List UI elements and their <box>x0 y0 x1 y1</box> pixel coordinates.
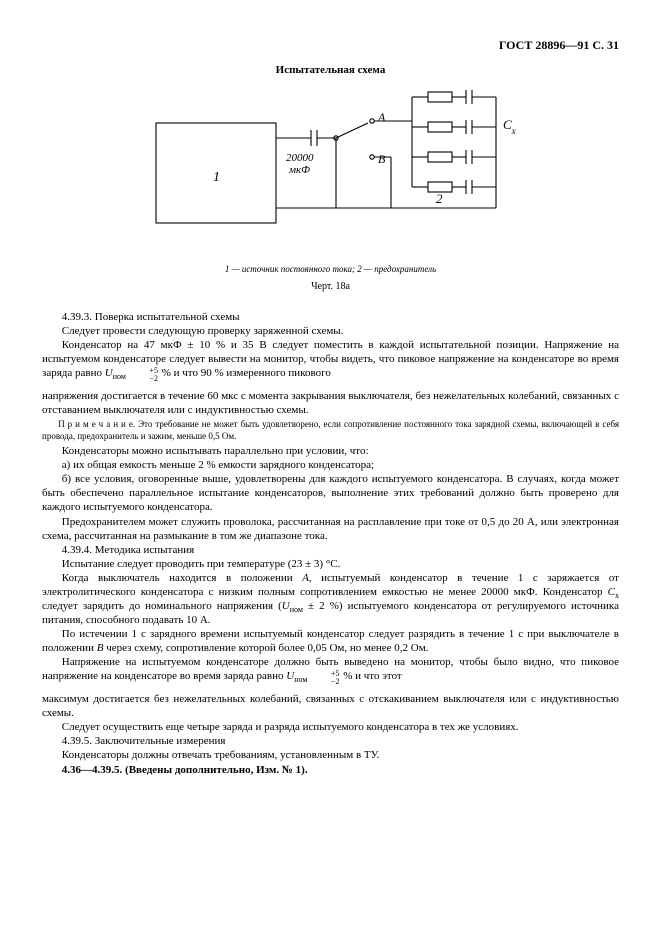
svg-text:2: 2 <box>436 191 443 206</box>
u-sub: ном <box>290 605 303 614</box>
svg-text:20000: 20000 <box>286 152 314 164</box>
svg-text:А: А <box>377 110 386 124</box>
tolerance: +5−2 <box>130 367 158 383</box>
sec-4394-p6: Следует осуществить еще четыре заряда и … <box>42 720 619 734</box>
sec-4395-p2: 4.36—4.39.5. (Введены дополнительно, Изм… <box>42 763 619 777</box>
svg-text:Сх: Сх <box>503 117 516 136</box>
sec-4394-p4: Напряжение на испытуемом конденсаторе до… <box>42 655 619 686</box>
figure-caption: 1 — источник постоянного тока; 2 — предо… <box>42 264 619 276</box>
figure-number: Черт. 18а <box>42 281 619 294</box>
sec-4394-p5: максимум достигается без нежелательных к… <box>42 692 619 720</box>
t: следует зарядить до номинального напряже… <box>42 600 282 612</box>
caption-2: 2 — предохранитель <box>357 264 436 274</box>
sec-4395-p1: Конденсаторы должны отвечать требованиям… <box>42 748 619 762</box>
circuit-diagram: 1 20000 мкФ А В <box>136 83 526 257</box>
tolerance: +5−2 <box>311 670 339 686</box>
u-sym: U <box>105 367 113 379</box>
sec-4393-p6: б) все условия, оговоренные выше, удовле… <box>42 472 619 514</box>
figure-title: Испытательная схема <box>42 63 619 77</box>
sec-4395-head: 4.39.5. Заключительные измерения <box>42 734 619 748</box>
sec-4393-note: П р и м е ч а н и е. Это требование не м… <box>42 419 619 442</box>
page-header: ГОСТ 28896—91 С. 31 <box>42 38 619 53</box>
pos-a: А <box>302 572 309 584</box>
sec-4394-head: 4.39.4. Методика испытания <box>42 543 619 557</box>
sec-4393-p3: напряжения достигается в течение 60 мкс … <box>42 389 619 417</box>
sec-4393-p4: Конденсаторы можно испытывать параллельн… <box>42 444 619 458</box>
sec-4393-p2: Конденсатор на 47 мкФ ± 10 % и 35 В след… <box>42 338 619 383</box>
t: Когда выключатель находится в положении <box>62 572 302 584</box>
t: через схему, сопротивление которой более… <box>103 642 428 654</box>
svg-text:1: 1 <box>213 170 220 185</box>
caption-1: 1 — источник постоянного тока; <box>225 264 357 274</box>
cx: С <box>608 586 615 598</box>
svg-text:мкФ: мкФ <box>288 164 310 176</box>
t: % и что этот <box>340 670 401 682</box>
sec-4393-p1: Следует провести следующую проверку заря… <box>42 324 619 338</box>
sec-4393-head: 4.39.3. Поверка испытательной схемы <box>42 310 619 324</box>
u-sym: U <box>282 600 290 612</box>
u-sub: ном <box>294 676 307 685</box>
sec-4394-p2: Когда выключатель находится в положении … <box>42 571 619 627</box>
sec-4393-p5: а) их общая емкость меньше 2 % емкости з… <box>42 458 619 472</box>
sec-4394-p1: Испытание следует проводить при температ… <box>42 557 619 571</box>
sec-4394-p3: По истечении 1 с зарядного времени испыт… <box>42 627 619 655</box>
u-sym: U <box>286 670 294 682</box>
sec-4393-p7: Предохранителем может служить проволока,… <box>42 515 619 543</box>
cx-sub: х <box>615 591 619 600</box>
u-sub: ном <box>113 372 126 381</box>
t2: % и что 90 % измеренного пикового <box>159 367 331 379</box>
svg-text:В: В <box>378 152 386 166</box>
page: ГОСТ 28896—91 С. 31 Испытательная схема … <box>0 0 661 817</box>
